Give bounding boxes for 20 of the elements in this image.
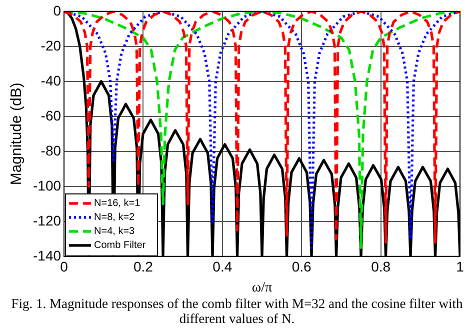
y-tick-label: -100 bbox=[32, 177, 62, 194]
legend-label: N=4, k=3 bbox=[94, 226, 136, 238]
x-tick-label: 0.4 bbox=[212, 258, 232, 275]
y-axis-title: Magnitude (dB) bbox=[8, 82, 26, 186]
legend-label: N=8, k=2 bbox=[94, 212, 136, 224]
x-axis-title: ω/π bbox=[252, 280, 272, 296]
x-tick-label: 0.2 bbox=[133, 258, 154, 275]
legend-label: N=16, k=1 bbox=[94, 198, 141, 210]
y-tick-label: -80 bbox=[40, 142, 62, 158]
x-tick-label: 0.8 bbox=[371, 258, 391, 275]
y-tick-label: -40 bbox=[40, 72, 62, 88]
y-tick-label: 0 bbox=[53, 2, 62, 18]
x-tick-label: 1 bbox=[456, 258, 464, 275]
y-tick-label: -120 bbox=[32, 212, 62, 228]
x-tick-label: 0.6 bbox=[292, 258, 312, 275]
y-tick-label: -20 bbox=[40, 37, 62, 54]
legend-label: Comb Filter bbox=[94, 240, 146, 252]
caption: Fig. 1. Magnitude responses of the comb filter with M=32 and the cosine filter with different values of N. bbox=[10, 296, 464, 326]
y-tick-label: -140 bbox=[32, 247, 62, 264]
y-tick-label: -60 bbox=[40, 107, 62, 124]
